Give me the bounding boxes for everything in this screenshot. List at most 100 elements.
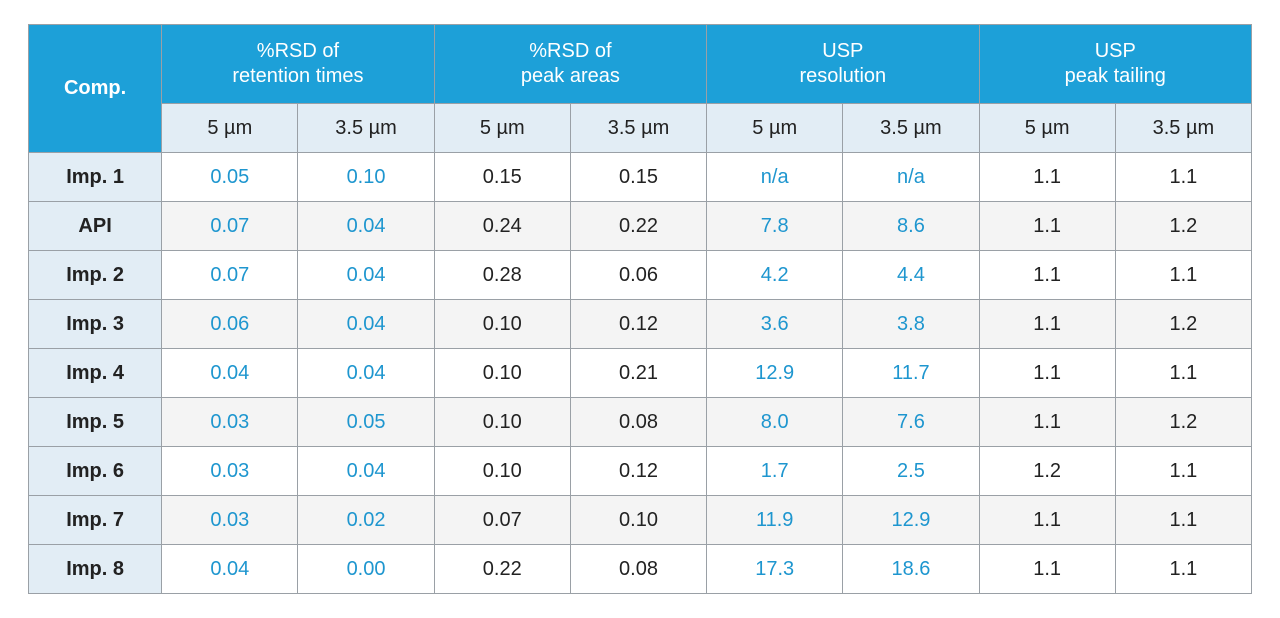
sub-header-5um: 5 µm: [162, 104, 298, 153]
data-cell: n/a: [843, 153, 979, 202]
data-cell: 0.04: [298, 447, 434, 496]
data-cell: 0.04: [298, 251, 434, 300]
data-cell: 0.07: [434, 496, 570, 545]
row-label: Imp. 3: [29, 300, 162, 349]
data-cell: 4.4: [843, 251, 979, 300]
data-cell: 7.6: [843, 398, 979, 447]
group-title-line: peak tailing: [1065, 65, 1166, 87]
table-header: Comp. %RSD of retention times %RSD of pe…: [29, 25, 1252, 153]
data-cell: 1.1: [1115, 496, 1251, 545]
data-cell: 12.9: [707, 349, 843, 398]
data-cell: 1.1: [979, 202, 1115, 251]
row-header-label: Comp.: [29, 25, 162, 153]
group-title-line: USP: [1095, 40, 1136, 62]
table-row: Imp. 60.030.040.100.121.72.51.21.1: [29, 447, 1252, 496]
table-row: Imp. 10.050.100.150.15n/an/a1.11.1: [29, 153, 1252, 202]
data-cell: 1.7: [707, 447, 843, 496]
data-cell: 0.28: [434, 251, 570, 300]
sub-header-3p5um: 3.5 µm: [570, 104, 706, 153]
table-row: Imp. 30.060.040.100.123.63.81.11.2: [29, 300, 1252, 349]
data-cell: 0.07: [162, 202, 298, 251]
row-label: Imp. 8: [29, 545, 162, 594]
data-cell: 0.10: [434, 300, 570, 349]
data-cell: 1.2: [1115, 300, 1251, 349]
data-cell: 0.10: [298, 153, 434, 202]
data-cell: 0.04: [298, 300, 434, 349]
row-label: Imp. 4: [29, 349, 162, 398]
group-title-line: peak areas: [521, 65, 620, 87]
data-cell: 0.03: [162, 496, 298, 545]
table-row: Imp. 80.040.000.220.0817.318.61.11.1: [29, 545, 1252, 594]
table-row: Imp. 50.030.050.100.088.07.61.11.2: [29, 398, 1252, 447]
group-title-line: %RSD of: [529, 40, 611, 62]
data-cell: 0.06: [570, 251, 706, 300]
group-title-line: resolution: [799, 65, 886, 87]
data-cell: 1.1: [1115, 153, 1251, 202]
column-group-usp-resolution: USP resolution: [707, 25, 979, 104]
data-cell: 7.8: [707, 202, 843, 251]
data-cell: 0.24: [434, 202, 570, 251]
data-cell: 0.10: [434, 398, 570, 447]
group-title-line: retention times: [232, 65, 363, 87]
data-cell: 1.1: [1115, 251, 1251, 300]
data-cell: 17.3: [707, 545, 843, 594]
data-cell: 1.2: [979, 447, 1115, 496]
data-cell: 0.05: [298, 398, 434, 447]
row-label: API: [29, 202, 162, 251]
data-cell: 0.07: [162, 251, 298, 300]
group-title-line: %RSD of: [257, 40, 339, 62]
data-cell: 0.10: [434, 349, 570, 398]
table-body: Imp. 10.050.100.150.15n/an/a1.11.1API0.0…: [29, 153, 1252, 594]
row-label: Imp. 7: [29, 496, 162, 545]
data-cell: 0.15: [434, 153, 570, 202]
data-cell: 0.04: [298, 202, 434, 251]
data-cell: n/a: [707, 153, 843, 202]
data-cell: 1.1: [979, 251, 1115, 300]
data-cell: 3.6: [707, 300, 843, 349]
data-cell: 0.02: [298, 496, 434, 545]
data-cell: 18.6: [843, 545, 979, 594]
data-cell: 1.1: [1115, 545, 1251, 594]
data-cell: 4.2: [707, 251, 843, 300]
data-cell: 1.1: [979, 300, 1115, 349]
data-cell: 0.21: [570, 349, 706, 398]
data-cell: 0.08: [570, 545, 706, 594]
sub-header-5um: 5 µm: [434, 104, 570, 153]
table-row: Imp. 70.030.020.070.1011.912.91.11.1: [29, 496, 1252, 545]
data-cell: 1.1: [979, 496, 1115, 545]
table-row: Imp. 40.040.040.100.2112.911.71.11.1: [29, 349, 1252, 398]
data-cell: 0.12: [570, 447, 706, 496]
row-label: Imp. 6: [29, 447, 162, 496]
data-cell: 0.03: [162, 398, 298, 447]
data-cell: 12.9: [843, 496, 979, 545]
column-group-usp-peak-tailing: USP peak tailing: [979, 25, 1251, 104]
data-cell: 0.03: [162, 447, 298, 496]
row-label: Imp. 1: [29, 153, 162, 202]
sub-header-3p5um: 3.5 µm: [298, 104, 434, 153]
data-cell: 1.2: [1115, 398, 1251, 447]
data-cell: 1.2: [1115, 202, 1251, 251]
row-label: Imp. 5: [29, 398, 162, 447]
data-cell: 0.04: [298, 349, 434, 398]
table-row: Imp. 20.070.040.280.064.24.41.11.1: [29, 251, 1252, 300]
data-cell: 0.00: [298, 545, 434, 594]
row-label: Imp. 2: [29, 251, 162, 300]
data-cell: 1.1: [1115, 447, 1251, 496]
data-cell: 1.1: [979, 153, 1115, 202]
data-cell: 0.22: [434, 545, 570, 594]
table-row: API0.070.040.240.227.88.61.11.2: [29, 202, 1252, 251]
data-cell: 0.12: [570, 300, 706, 349]
data-cell: 0.08: [570, 398, 706, 447]
sub-header-5um: 5 µm: [707, 104, 843, 153]
data-cell: 3.8: [843, 300, 979, 349]
data-cell: 11.7: [843, 349, 979, 398]
sub-header-3p5um: 3.5 µm: [1115, 104, 1251, 153]
sub-header-5um: 5 µm: [979, 104, 1115, 153]
data-cell: 8.0: [707, 398, 843, 447]
data-cell: 0.04: [162, 545, 298, 594]
data-cell: 0.10: [570, 496, 706, 545]
sub-header-3p5um: 3.5 µm: [843, 104, 979, 153]
data-cell: 0.22: [570, 202, 706, 251]
group-title-line: USP: [822, 40, 863, 62]
data-cell: 1.1: [979, 398, 1115, 447]
